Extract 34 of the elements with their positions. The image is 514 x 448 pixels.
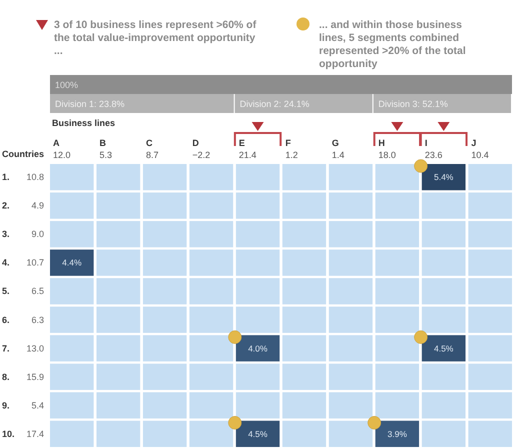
data-label: 4.5%: [434, 343, 454, 354]
x-tick-label: F 1.2: [285, 138, 298, 160]
x-tick-label: I 23.6: [424, 138, 442, 160]
x-tick-label: E 21.4: [238, 138, 256, 160]
data-label: 4.5%: [248, 428, 268, 439]
category-label: 3. 9.0: [2, 229, 44, 240]
category-label: 10. 17.4: [2, 428, 44, 439]
text: Division 3: 52.1%: [378, 99, 448, 109]
y-axis-title: Countries: [2, 149, 44, 159]
category-label: 8. 15.9: [2, 372, 44, 382]
x-tick-label: J 10.4: [471, 138, 489, 160]
data-label: 4.4%: [62, 258, 82, 268]
x-axis-title: Business lines: [52, 118, 116, 128]
x-tick-label: A 12.0: [53, 138, 71, 160]
x-tick-label: B 5.3: [99, 138, 112, 160]
text: ... and within those business lines, 5 segments combined represented >20% of the total opportunity: [319, 19, 466, 70]
text: 3 of 10 business lines represent >60% of the total value-improvement opportunity ...: [54, 19, 257, 57]
category-label: 4. 10.7: [2, 258, 44, 268]
category-label: 1. 10.8: [2, 172, 44, 182]
category-label: 2. 4.9: [2, 200, 44, 211]
category-label: 7. 13.0: [2, 343, 44, 354]
category-label: 5. 6.5: [2, 286, 44, 296]
category-label: 9. 5.4: [2, 400, 44, 410]
x-tick-label: C 8.7: [146, 138, 158, 160]
category-label: 6. 6.3: [2, 314, 44, 325]
text: Division 1: 23.8%: [55, 99, 125, 109]
x-tick-label: G 1.4: [332, 138, 344, 160]
x-tick-label: D −2.2: [192, 138, 210, 160]
data-label: 4.0%: [248, 343, 268, 354]
data-label: 5.4%: [434, 172, 454, 182]
data-label: 3.9%: [388, 428, 408, 439]
text: Division 2: 24.1%: [240, 99, 310, 109]
x-tick-label: H 18.0: [378, 138, 396, 160]
text: 100%: [55, 80, 78, 90]
